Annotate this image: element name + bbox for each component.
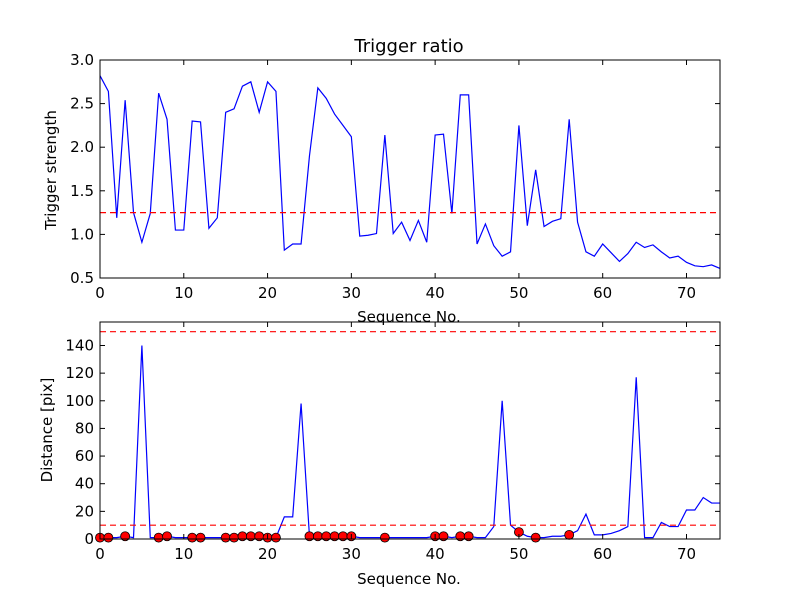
y-tick-label: 1.0 <box>70 225 94 243</box>
trigger-ratio-chart: Trigger ratio Sequence No. Trigger stren… <box>42 36 721 326</box>
y-tick-label: 140 <box>65 336 94 354</box>
data-point-marker <box>564 529 575 540</box>
y-tick-label: 80 <box>75 419 94 437</box>
series-line <box>99 75 721 269</box>
x-axis-label: Sequence No. <box>357 570 461 588</box>
data-point-marker <box>195 532 206 543</box>
x-tick-label: 70 <box>677 545 696 563</box>
x-tick-label: 0 <box>95 284 105 302</box>
x-tick-label: 20 <box>258 284 277 302</box>
plot-frame <box>99 321 721 540</box>
x-tick-label: 70 <box>677 284 696 302</box>
x-tick-label: 10 <box>174 545 193 563</box>
x-tick-label: 50 <box>509 545 528 563</box>
y-tick-label: 3.0 <box>70 51 94 69</box>
y-tick-label: 2.0 <box>70 138 94 156</box>
y-tick-label: 0.5 <box>70 269 94 287</box>
data-point-marker <box>379 532 390 543</box>
y-tick-label: 120 <box>65 364 94 382</box>
x-tick-label: 10 <box>174 284 193 302</box>
series-line <box>100 345 720 539</box>
distance-chart: Sequence No. Distance [pix] 0 10 20 30 40 50 6… <box>38 321 721 588</box>
x-tick-label: 30 <box>342 284 361 302</box>
data-point-marker <box>463 531 474 542</box>
data-point-marker <box>271 532 281 543</box>
data-point-marker <box>153 532 164 543</box>
y-tick-label: 40 <box>75 475 94 493</box>
x-tick-label: 50 <box>509 284 528 302</box>
data-point-marker <box>220 532 231 543</box>
y-axis-label: Trigger strength <box>42 110 60 231</box>
y-axis-label: Distance [pix] <box>38 378 56 483</box>
plot-frame <box>99 59 721 279</box>
chart-title: Trigger ratio <box>353 36 463 57</box>
data-point-marker <box>530 532 541 543</box>
x-tick-label: 60 <box>593 284 612 302</box>
y-tick-label: 2.5 <box>70 95 94 113</box>
x-tick-label: 40 <box>426 284 445 302</box>
y-tick-label: 0 <box>84 530 94 548</box>
x-tick-label: 0 <box>95 545 105 563</box>
y-tick-label: 1.5 <box>70 182 94 200</box>
x-tick-label: 20 <box>258 545 277 563</box>
x-tick-label: 40 <box>426 545 445 563</box>
data-point-marker <box>162 531 172 542</box>
x-tick-label: 30 <box>342 545 361 563</box>
data-point-marker <box>438 531 449 542</box>
x-tick-label: 60 <box>593 545 612 563</box>
y-tick-label: 60 <box>75 447 94 465</box>
x-axis-label: Sequence No. <box>357 308 461 326</box>
y-tick-label: 100 <box>65 392 94 410</box>
y-tick-label: 20 <box>75 502 94 520</box>
data-point-marker <box>103 532 114 543</box>
data-point-marker <box>120 531 131 542</box>
data-point-marker <box>187 532 198 543</box>
data-point-marker <box>229 532 239 543</box>
